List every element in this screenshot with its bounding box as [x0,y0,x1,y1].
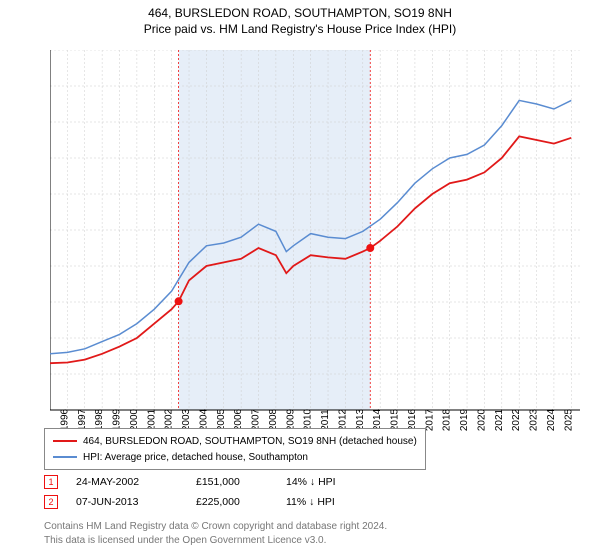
sale-hpi: 14% ↓ HPI [286,476,376,488]
sale-marker-box: 1 [44,475,58,489]
sale-date: 24-MAY-2002 [76,476,196,488]
footer-attribution: Contains HM Land Registry data © Crown c… [44,520,387,547]
svg-text:2024: 2024 [546,408,557,431]
legend-swatch [53,440,77,442]
svg-text:2018: 2018 [442,408,453,431]
sale-row: 1 24-MAY-2002 £151,000 14% ↓ HPI [44,472,376,492]
sales-table: 1 24-MAY-2002 £151,000 14% ↓ HPI 2 07-JU… [44,472,376,512]
title-subtitle: Price paid vs. HM Land Registry's House … [0,22,600,36]
sale-price: £225,000 [196,496,286,508]
footer-line: Contains HM Land Registry data © Crown c… [44,520,387,534]
sale-price: £151,000 [196,476,286,488]
svg-text:2017: 2017 [424,408,435,431]
legend: 464, BURSLEDON ROAD, SOUTHAMPTON, SO19 8… [44,428,426,470]
sale-row: 2 07-JUN-2013 £225,000 11% ↓ HPI [44,492,376,512]
footer-line: This data is licensed under the Open Gov… [44,534,387,548]
legend-item: 464, BURSLEDON ROAD, SOUTHAMPTON, SO19 8… [53,433,417,449]
legend-label: 464, BURSLEDON ROAD, SOUTHAMPTON, SO19 8… [83,436,417,447]
svg-text:2019: 2019 [459,408,470,431]
svg-text:2025: 2025 [563,408,574,431]
sale-date: 07-JUN-2013 [76,496,196,508]
sale-hpi: 11% ↓ HPI [286,496,376,508]
svg-text:2020: 2020 [476,408,487,431]
legend-item: HPI: Average price, detached house, Sout… [53,449,417,465]
sale-marker-box: 2 [44,495,58,509]
svg-text:2022: 2022 [511,408,522,431]
legend-swatch [53,456,77,458]
svg-text:2021: 2021 [494,408,505,431]
svg-text:2023: 2023 [529,408,540,431]
legend-label: HPI: Average price, detached house, Sout… [83,452,308,463]
price-chart: £0£50K£100K£150K£200K£250K£300K£350K£400… [50,50,580,410]
title-address: 464, BURSLEDON ROAD, SOUTHAMPTON, SO19 8… [0,6,600,20]
